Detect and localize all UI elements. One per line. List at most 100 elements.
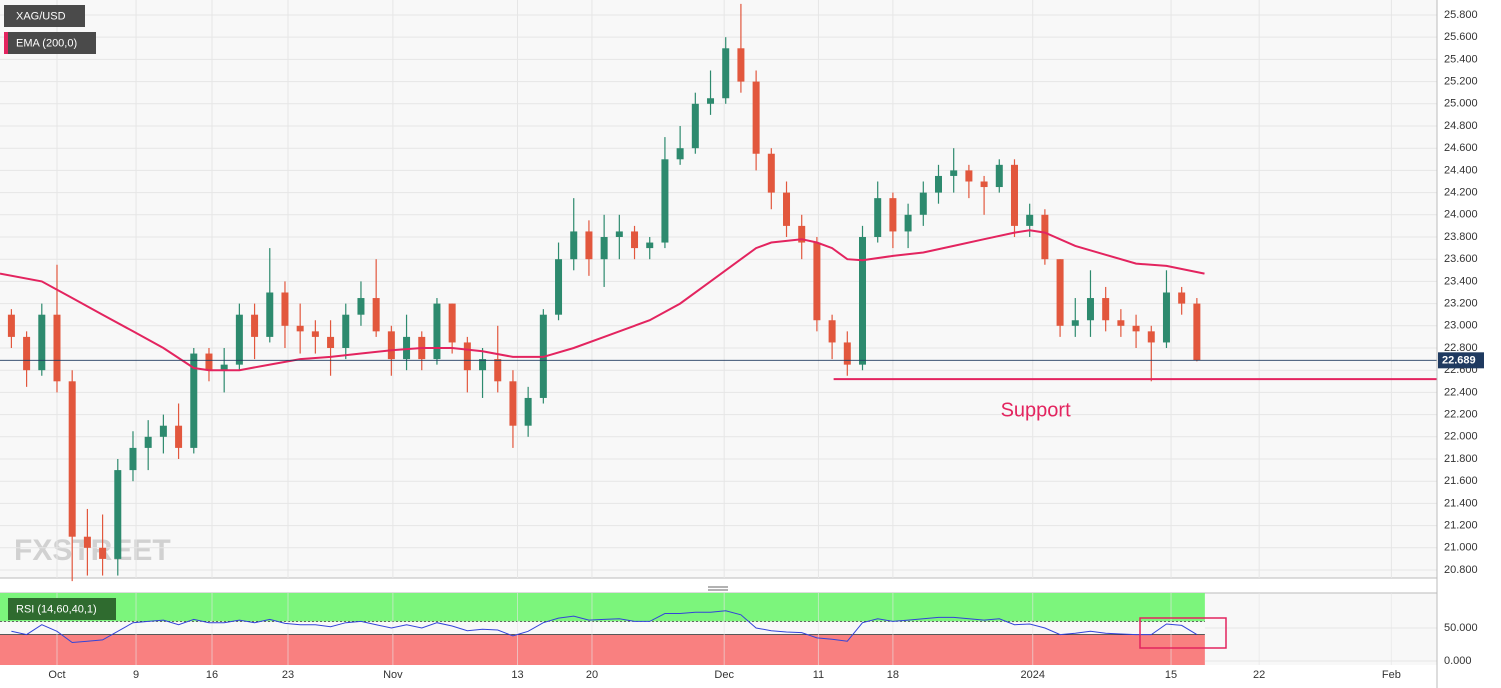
candle-body xyxy=(661,159,669,243)
candle-body xyxy=(1102,298,1110,321)
annotation: Support xyxy=(1001,399,1071,421)
candle-body xyxy=(479,359,487,371)
candle-body xyxy=(7,314,15,337)
x-tick-label: 23 xyxy=(282,669,294,681)
candle-body xyxy=(68,381,76,537)
candle-body xyxy=(843,342,851,365)
candle-body xyxy=(83,536,91,548)
candle-body xyxy=(159,425,167,437)
candle-body xyxy=(631,231,639,249)
candle-body xyxy=(1071,320,1079,326)
x-tick-label: 11 xyxy=(813,669,824,681)
candle-body xyxy=(281,292,289,326)
candle-body xyxy=(859,236,867,365)
panel-divider xyxy=(0,578,1437,593)
y-tick-label: 21.000 xyxy=(1444,542,1478,554)
x-tick-label: 18 xyxy=(887,669,899,681)
highlight-box xyxy=(1139,617,1227,649)
y-tick-label: 23.000 xyxy=(1444,320,1478,332)
last-price-label: 22.689 xyxy=(1442,355,1476,367)
candle-body xyxy=(1010,164,1018,226)
price-panel xyxy=(0,0,1437,578)
series-line xyxy=(0,229,1205,372)
y-tick-label: 23.200 xyxy=(1444,298,1478,310)
candle-body xyxy=(23,336,31,371)
candle-body xyxy=(235,314,243,365)
y-tick-label: 25.000 xyxy=(1444,98,1478,110)
candle-body xyxy=(266,292,274,337)
candle-body xyxy=(387,331,395,360)
candle-body xyxy=(1026,214,1034,226)
x-tick-label: 15 xyxy=(1165,669,1177,681)
candle-body xyxy=(980,181,988,188)
candle-body xyxy=(524,397,532,426)
legend-swatch xyxy=(4,32,8,54)
legend-label: RSI (14,60,40,1) xyxy=(16,603,97,615)
y-tick-label: 0.000 xyxy=(1444,655,1472,667)
candle-body xyxy=(691,103,699,149)
candle-body xyxy=(1162,292,1170,343)
y-tick-label: 25.600 xyxy=(1444,31,1478,43)
x-tick-label: 2024 xyxy=(1020,669,1044,681)
legend-box xyxy=(4,5,85,27)
legend-box xyxy=(4,598,116,620)
candle-body xyxy=(494,359,502,382)
x-tick-label: 22 xyxy=(1253,669,1265,681)
y-tick-label: 22.800 xyxy=(1444,342,1478,354)
candle-body xyxy=(600,236,608,260)
candle-body xyxy=(190,353,198,448)
legend-label: XAG/USD xyxy=(16,10,66,22)
candle-body xyxy=(555,259,563,315)
candle-body xyxy=(646,242,654,249)
y-tick-label: 24.600 xyxy=(1444,142,1478,154)
candle-body xyxy=(722,48,730,99)
x-tick-label: 13 xyxy=(511,669,523,681)
candle-body xyxy=(53,314,61,382)
candle-body xyxy=(114,470,122,559)
candle-body xyxy=(904,214,912,232)
legend-label: EMA (200,0) xyxy=(16,37,77,49)
x-tick-label: Nov xyxy=(383,669,403,681)
candle-body xyxy=(448,303,456,343)
candle-body xyxy=(813,242,821,321)
candle-body xyxy=(1132,325,1140,332)
candle-body xyxy=(372,298,380,332)
candle-body xyxy=(965,170,973,182)
x-tick-label: Feb xyxy=(1382,669,1401,681)
series-line xyxy=(11,610,1198,644)
x-tick-label: Oct xyxy=(48,669,65,681)
x-tick-label: Dec xyxy=(714,669,734,681)
x-tick-label: 16 xyxy=(206,669,218,681)
candle-body xyxy=(1056,259,1064,326)
y-tick-label: 21.600 xyxy=(1444,475,1478,487)
candle-body xyxy=(934,175,942,193)
candle-body xyxy=(919,192,927,215)
candle-body xyxy=(874,198,882,237)
candle-body xyxy=(509,381,517,426)
resize-handle[interactable] xyxy=(708,586,728,591)
y-tick-label: 23.400 xyxy=(1444,275,1478,287)
candle-body xyxy=(144,436,152,448)
candle-body xyxy=(889,198,897,232)
y-tick-label: 21.400 xyxy=(1444,497,1478,509)
candle-body xyxy=(767,153,775,193)
last-price-tag xyxy=(1438,352,1484,369)
candle-body xyxy=(737,48,745,82)
candle-body xyxy=(403,336,411,360)
candle-body xyxy=(570,231,578,260)
candle-body xyxy=(311,331,319,337)
y-tick-label: 22.000 xyxy=(1444,431,1478,443)
candle-body xyxy=(1178,292,1186,304)
candle-body xyxy=(828,320,836,343)
y-tick-label: 25.200 xyxy=(1444,75,1478,87)
y-tick-label: 23.600 xyxy=(1444,253,1478,265)
legend: XAG/USD EMA (200,0) RSI (14,60,40,1) xyxy=(4,5,116,620)
candle-body xyxy=(342,314,350,348)
candle-body xyxy=(175,425,183,448)
y-tick-label: 21.200 xyxy=(1444,520,1478,532)
candle-body xyxy=(995,164,1003,188)
y-tick-label: 50.000 xyxy=(1444,622,1478,634)
watermark: FXSTREET xyxy=(14,534,171,567)
